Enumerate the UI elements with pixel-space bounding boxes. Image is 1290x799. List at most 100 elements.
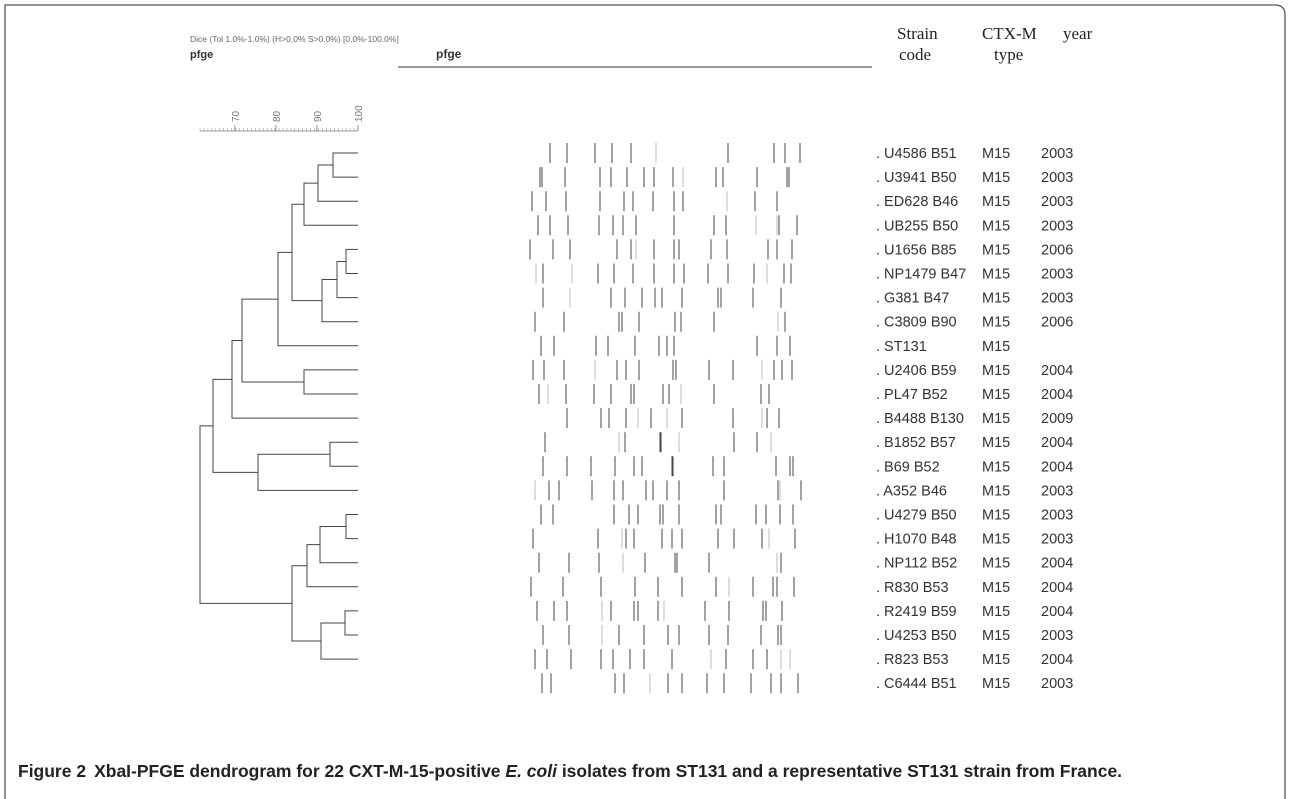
strain-code: . R830 B53 [876, 580, 949, 596]
ctx-type: M15 [982, 652, 1010, 668]
ctx-type: M15 [982, 218, 1010, 234]
year: 2003 [1041, 483, 1073, 499]
strain-code: . U1656 B85 [876, 242, 957, 258]
year: 2004 [1041, 580, 1073, 596]
scale-tick-label: 100 [354, 105, 365, 122]
year-header: year [1063, 24, 1093, 43]
figure: Dice (Tol 1.0%-1.0%) (H>0.0% S>0.0%) [0.… [0, 0, 1290, 799]
year: 2003 [1041, 267, 1073, 283]
year: 2003 [1041, 170, 1073, 186]
strain-code: . R823 B53 [876, 652, 949, 668]
strain-code: . R2419 B59 [876, 604, 957, 620]
scale-tick-label: 80 [272, 110, 283, 122]
dendrogram-branch [333, 153, 358, 177]
strain-code: . B69 B52 [876, 459, 940, 475]
strain-code: . H1070 B48 [876, 532, 957, 548]
ctx-type: M15 [982, 411, 1010, 427]
caption-text-end: isolates from ST131 and a representative… [557, 761, 1122, 781]
strain-header-1: Strain [897, 24, 938, 43]
scale-tick-label: 90 [313, 110, 324, 122]
ctx-type: M15 [982, 194, 1010, 210]
year: 2004 [1041, 604, 1073, 620]
strain-code: . G381 B47 [876, 291, 949, 307]
dendrogram-branch [200, 426, 292, 604]
strain-code: . ED628 B46 [876, 194, 958, 210]
method-label: Dice (Tol 1.0%-1.0%) (H>0.0% S>0.0%) [0.… [190, 34, 399, 44]
strain-code: . PL47 B52 [876, 387, 948, 403]
dendrogram-branch [213, 379, 258, 472]
strain-code: . NP1479 B47 [876, 267, 966, 283]
strain-code: . U4279 B50 [876, 508, 957, 524]
dendrogram-branch [330, 442, 358, 466]
dendrogram-branch [307, 545, 358, 587]
year: 2004 [1041, 652, 1073, 668]
strain-code: . C6444 B51 [876, 676, 957, 692]
strain-code: . U3941 B50 [876, 170, 957, 186]
dendrogram-branch [337, 261, 358, 297]
dendrogram-branch [320, 527, 358, 563]
caption-text: XbaI-PFGE dendrogram for 22 CXT-M-15-pos… [94, 761, 505, 781]
ctx-type: M15 [982, 508, 1010, 524]
ctx-type: M15 [982, 483, 1010, 499]
ctx-type: M15 [982, 628, 1010, 644]
dendrogram-branch [318, 165, 358, 201]
year: 2006 [1041, 242, 1073, 258]
ctx-type: M15 [982, 267, 1010, 283]
strain-code: . U4253 B50 [876, 628, 957, 644]
strain-code: . U4586 B51 [876, 146, 957, 162]
ctx-type: M15 [982, 435, 1010, 451]
ctx-type: M15 [982, 387, 1010, 403]
caption-label: Figure 2 [18, 761, 86, 781]
dendrogram-branch [346, 515, 358, 539]
year: 2003 [1041, 508, 1073, 524]
experiment-label: pfge [190, 49, 213, 61]
dendrogram-branch [232, 341, 358, 419]
ctx-type: M15 [982, 315, 1010, 331]
ctx-type: M15 [982, 170, 1010, 186]
dendrogram-branch [322, 280, 358, 322]
dendrogram-branch [346, 249, 358, 273]
dendrogram-branch [242, 299, 304, 382]
dendrogram-branch [321, 623, 358, 659]
year: 2004 [1041, 363, 1073, 379]
scale-tick-label: 70 [231, 110, 242, 122]
year: 2003 [1041, 291, 1073, 307]
strain-code: . C3809 B90 [876, 315, 957, 331]
frame [5, 5, 1285, 799]
strain-code: . B1852 B57 [876, 435, 956, 451]
year: 2004 [1041, 556, 1073, 572]
year: 2003 [1041, 532, 1073, 548]
ctx-type: M15 [982, 604, 1010, 620]
year: 2003 [1041, 628, 1073, 644]
ctx-type: M15 [982, 291, 1010, 307]
year: 2003 [1041, 146, 1073, 162]
year: 2006 [1041, 315, 1073, 331]
year: 2004 [1041, 387, 1073, 403]
year: 2003 [1041, 676, 1073, 692]
ctx-type: M15 [982, 676, 1010, 692]
ctx-type: M15 [982, 556, 1010, 572]
gel-label: pfge [436, 47, 462, 61]
ctx-type: M15 [982, 146, 1010, 162]
ctx-type: M15 [982, 339, 1010, 355]
caption-italic: E. coli [505, 761, 558, 781]
year: 2004 [1041, 459, 1073, 475]
dendrogram-branch [258, 454, 358, 490]
ctx-type: M15 [982, 363, 1010, 379]
strain-code: . NP112 B52 [876, 556, 957, 572]
strain-code: . ST131 [876, 339, 927, 355]
year: 2004 [1041, 435, 1073, 451]
dendrogram-branch [292, 204, 322, 300]
dendrogram-branch [304, 370, 358, 394]
type-header-2: type [994, 45, 1023, 64]
ctx-type: M15 [982, 532, 1010, 548]
ctx-type: M15 [982, 242, 1010, 258]
ctx-type: M15 [982, 459, 1010, 475]
year: 2009 [1041, 411, 1073, 427]
strain-header-2: code [899, 45, 931, 64]
strain-code: . A352 B46 [876, 483, 947, 499]
dendrogram-branch [345, 611, 358, 635]
year: 2003 [1041, 194, 1073, 210]
dendrogram-branch [304, 183, 358, 225]
strain-code: . B4488 B130 [876, 411, 964, 427]
